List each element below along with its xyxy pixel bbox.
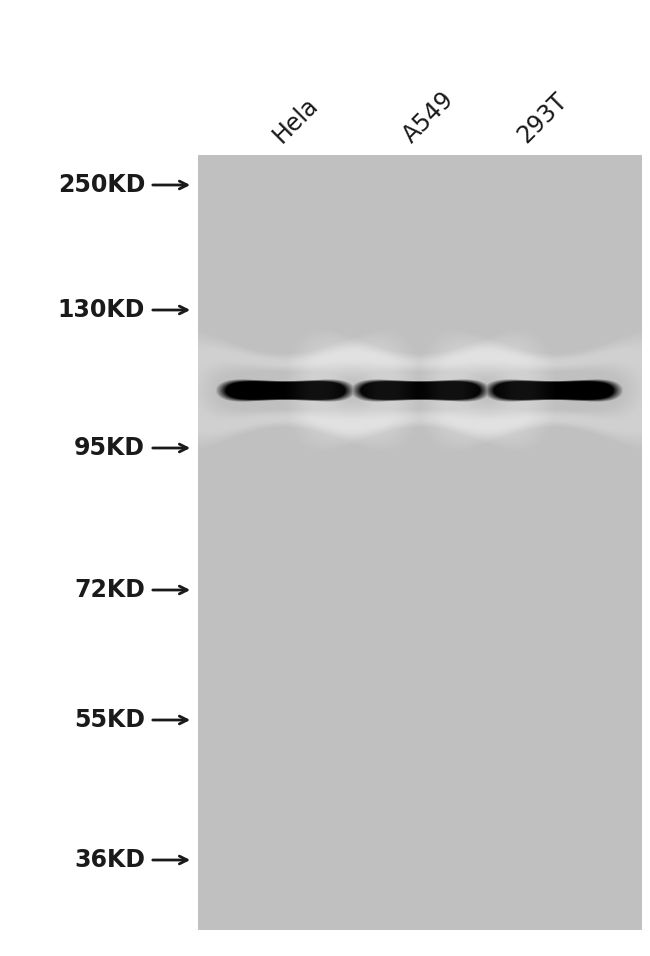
Text: 55KD: 55KD	[74, 708, 145, 732]
Text: 130KD: 130KD	[58, 298, 145, 322]
Text: A549: A549	[398, 88, 458, 148]
Text: 95KD: 95KD	[74, 436, 145, 460]
Text: 72KD: 72KD	[74, 578, 145, 602]
Text: 36KD: 36KD	[74, 848, 145, 872]
Text: Hela: Hela	[268, 94, 323, 148]
Bar	[198, 155, 642, 930]
Text: 250KD: 250KD	[58, 173, 145, 197]
Text: 293T: 293T	[513, 89, 572, 148]
